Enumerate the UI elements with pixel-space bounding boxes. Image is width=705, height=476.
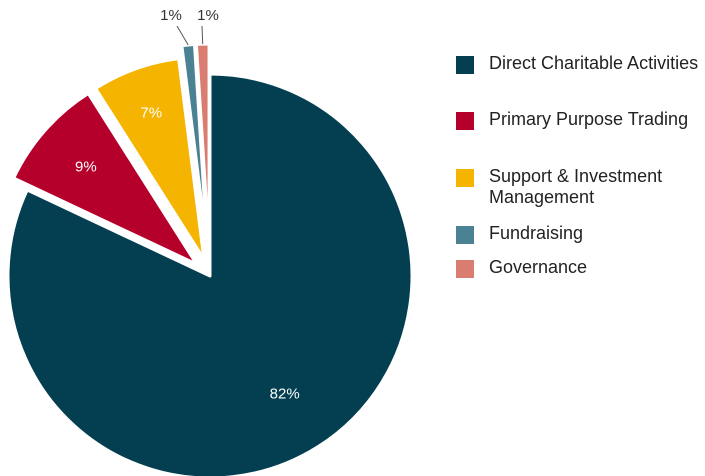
leader-line-governance	[201, 25, 204, 45]
legend-swatch	[456, 226, 474, 244]
pie-slice-support-investment-management	[94, 57, 206, 261]
legend-label: Governance	[489, 257, 588, 277]
pie-data-label-governance: 1%	[197, 7, 219, 24]
pie-chart: 82% 9% 7% 1% 1%	[6, 7, 414, 476]
legend-label: Support & Investment Management	[489, 166, 663, 207]
legend-label: Fundraising	[489, 223, 584, 243]
pie-slice-primary-purpose-trading	[12, 92, 198, 266]
pie-data-label-fundraising: 1%	[160, 7, 182, 24]
legend-swatch	[456, 56, 474, 74]
legend-swatch	[456, 169, 474, 187]
pie-data-label-direct-charitable-activities: 82%	[270, 386, 300, 403]
legend-label: Primary Purpose Trading	[489, 109, 689, 129]
pie-data-label-primary-purpose-trading: 9%	[75, 159, 97, 176]
pie-data-label-support-investment-management: 7%	[140, 105, 162, 122]
pie-slice-direct-charitable-activities	[6, 72, 414, 476]
legend-swatch	[456, 260, 474, 278]
leader-line-fundraising	[176, 25, 189, 46]
legend-label: Direct Charitable Activities	[489, 53, 699, 73]
legend-swatch	[456, 112, 474, 130]
